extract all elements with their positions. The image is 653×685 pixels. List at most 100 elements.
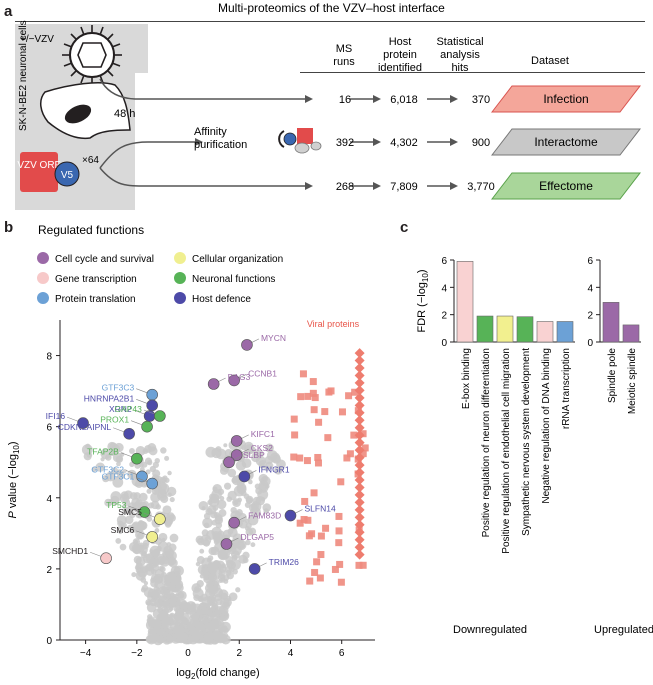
enrichment-bar-chart: 0 2 4 6 0 2 4 6 FDR (−log10) E-box binding Positiv…	[416, 256, 653, 636]
protein-point	[122, 468, 127, 474]
protein-point	[150, 492, 161, 503]
protein-point	[210, 511, 218, 519]
protein-point	[248, 479, 253, 485]
protein-point	[206, 580, 214, 588]
multiplier-label: ×64	[82, 155, 99, 166]
dataset-rows: 16 6,018 370 Infection 392 4,302 900 Interactom…	[336, 85, 642, 200]
protein-point	[199, 548, 205, 554]
column-header: Statistical analysis hits	[436, 36, 483, 74]
x-tick-label: 4	[288, 648, 294, 659]
bar-y-tick-label: 2	[587, 311, 593, 322]
bar-y-axis-label: FDR (−log10)	[416, 269, 430, 332]
gene-point	[154, 513, 166, 525]
viral-protein-point	[296, 454, 304, 462]
group-up-label: Upregulated	[594, 624, 653, 636]
panel-b: b Regulated functions Cell cycle and sur…	[4, 219, 375, 681]
viral-proteins	[290, 348, 369, 586]
viral-protein-point	[354, 460, 365, 471]
protein-point	[169, 497, 175, 503]
protein-point	[115, 538, 122, 544]
viral-protein-point	[355, 561, 363, 569]
viral-protein-point	[354, 452, 365, 463]
protein-point	[145, 566, 155, 576]
viral-protein-point	[350, 431, 358, 439]
protein-point	[134, 527, 140, 533]
protein-point	[216, 609, 222, 615]
viral-protein-point	[297, 393, 305, 401]
bar-y-tick-label: 4	[587, 283, 593, 294]
protein-point	[144, 457, 152, 465]
protein-point	[148, 446, 158, 456]
viral-protein-point	[331, 565, 339, 573]
protein-point	[189, 619, 194, 624]
protein-point	[145, 469, 151, 475]
protein-point	[236, 484, 247, 495]
protein-point	[118, 529, 123, 535]
viral-protein-point	[354, 422, 365, 433]
gene-point	[146, 388, 158, 401]
protein-point	[169, 533, 179, 543]
protein-point	[153, 553, 159, 559]
protein-point	[219, 597, 230, 608]
gene-point	[146, 399, 158, 412]
bar-y-tick-label: 6	[587, 256, 593, 267]
viral-protein-point	[354, 504, 365, 515]
protein-point	[213, 535, 221, 544]
y-tick-label: 2	[46, 565, 52, 576]
viral-protein-point	[351, 388, 359, 396]
viral-protein-point	[296, 519, 304, 527]
protein-point	[219, 496, 225, 501]
legend-swatch	[174, 272, 186, 284]
gene-point	[136, 470, 148, 483]
viral-protein-point	[336, 560, 344, 568]
protein-point	[246, 497, 253, 505]
protein-point	[110, 491, 122, 503]
viral-protein-point	[354, 363, 365, 373]
protein-point	[217, 488, 225, 495]
x-tick-label: −4	[80, 648, 92, 659]
header-rule	[300, 72, 645, 73]
column-header: MS runs	[333, 43, 355, 68]
protein-point	[245, 539, 251, 546]
viral-protein-point	[311, 568, 319, 576]
protein-point	[161, 619, 167, 626]
protein-point	[227, 468, 237, 478]
protein-point	[199, 573, 205, 579]
legend-swatch	[174, 252, 186, 264]
protein-point	[85, 443, 91, 450]
bar-category-label: Positive regulation of endothelial cell …	[501, 348, 512, 554]
ms-runs-value: 392	[336, 137, 354, 149]
gene-label: CDKN2AIPNL	[58, 422, 112, 432]
protein-point	[139, 525, 146, 531]
legend-label: Host defence	[192, 294, 251, 305]
protein-point	[83, 452, 92, 461]
protein-point	[228, 592, 238, 602]
protein-point	[192, 588, 204, 599]
gene-point	[220, 538, 233, 550]
gene-label: FAM83D	[248, 511, 281, 521]
viral-protein-point	[354, 385, 365, 396]
protein-point	[225, 559, 234, 568]
protein-point	[158, 634, 164, 640]
viral-protein-point	[354, 392, 365, 403]
viral-protein-point	[354, 407, 365, 418]
protein-point	[167, 470, 172, 476]
protein-point	[195, 561, 201, 567]
y-tick-label: 4	[46, 494, 52, 505]
protein-point	[227, 527, 238, 538]
enrichment-bar	[622, 324, 640, 343]
protein-point	[177, 590, 187, 601]
protein-point	[185, 608, 191, 614]
viral-protein-point	[314, 453, 322, 461]
legend-swatch	[37, 272, 49, 284]
viral-protein-point	[335, 527, 343, 535]
viral-protein-point	[354, 467, 365, 478]
protein-point	[244, 525, 250, 531]
bar-y-tick-label: 4	[441, 283, 447, 294]
x-axis-label: log2(fold change)	[176, 667, 259, 681]
column-headers: MS runs Host protein identified Statistical…	[333, 36, 569, 74]
viral-protein-point	[354, 377, 365, 388]
protein-point	[168, 514, 176, 522]
protein-point	[177, 632, 189, 643]
